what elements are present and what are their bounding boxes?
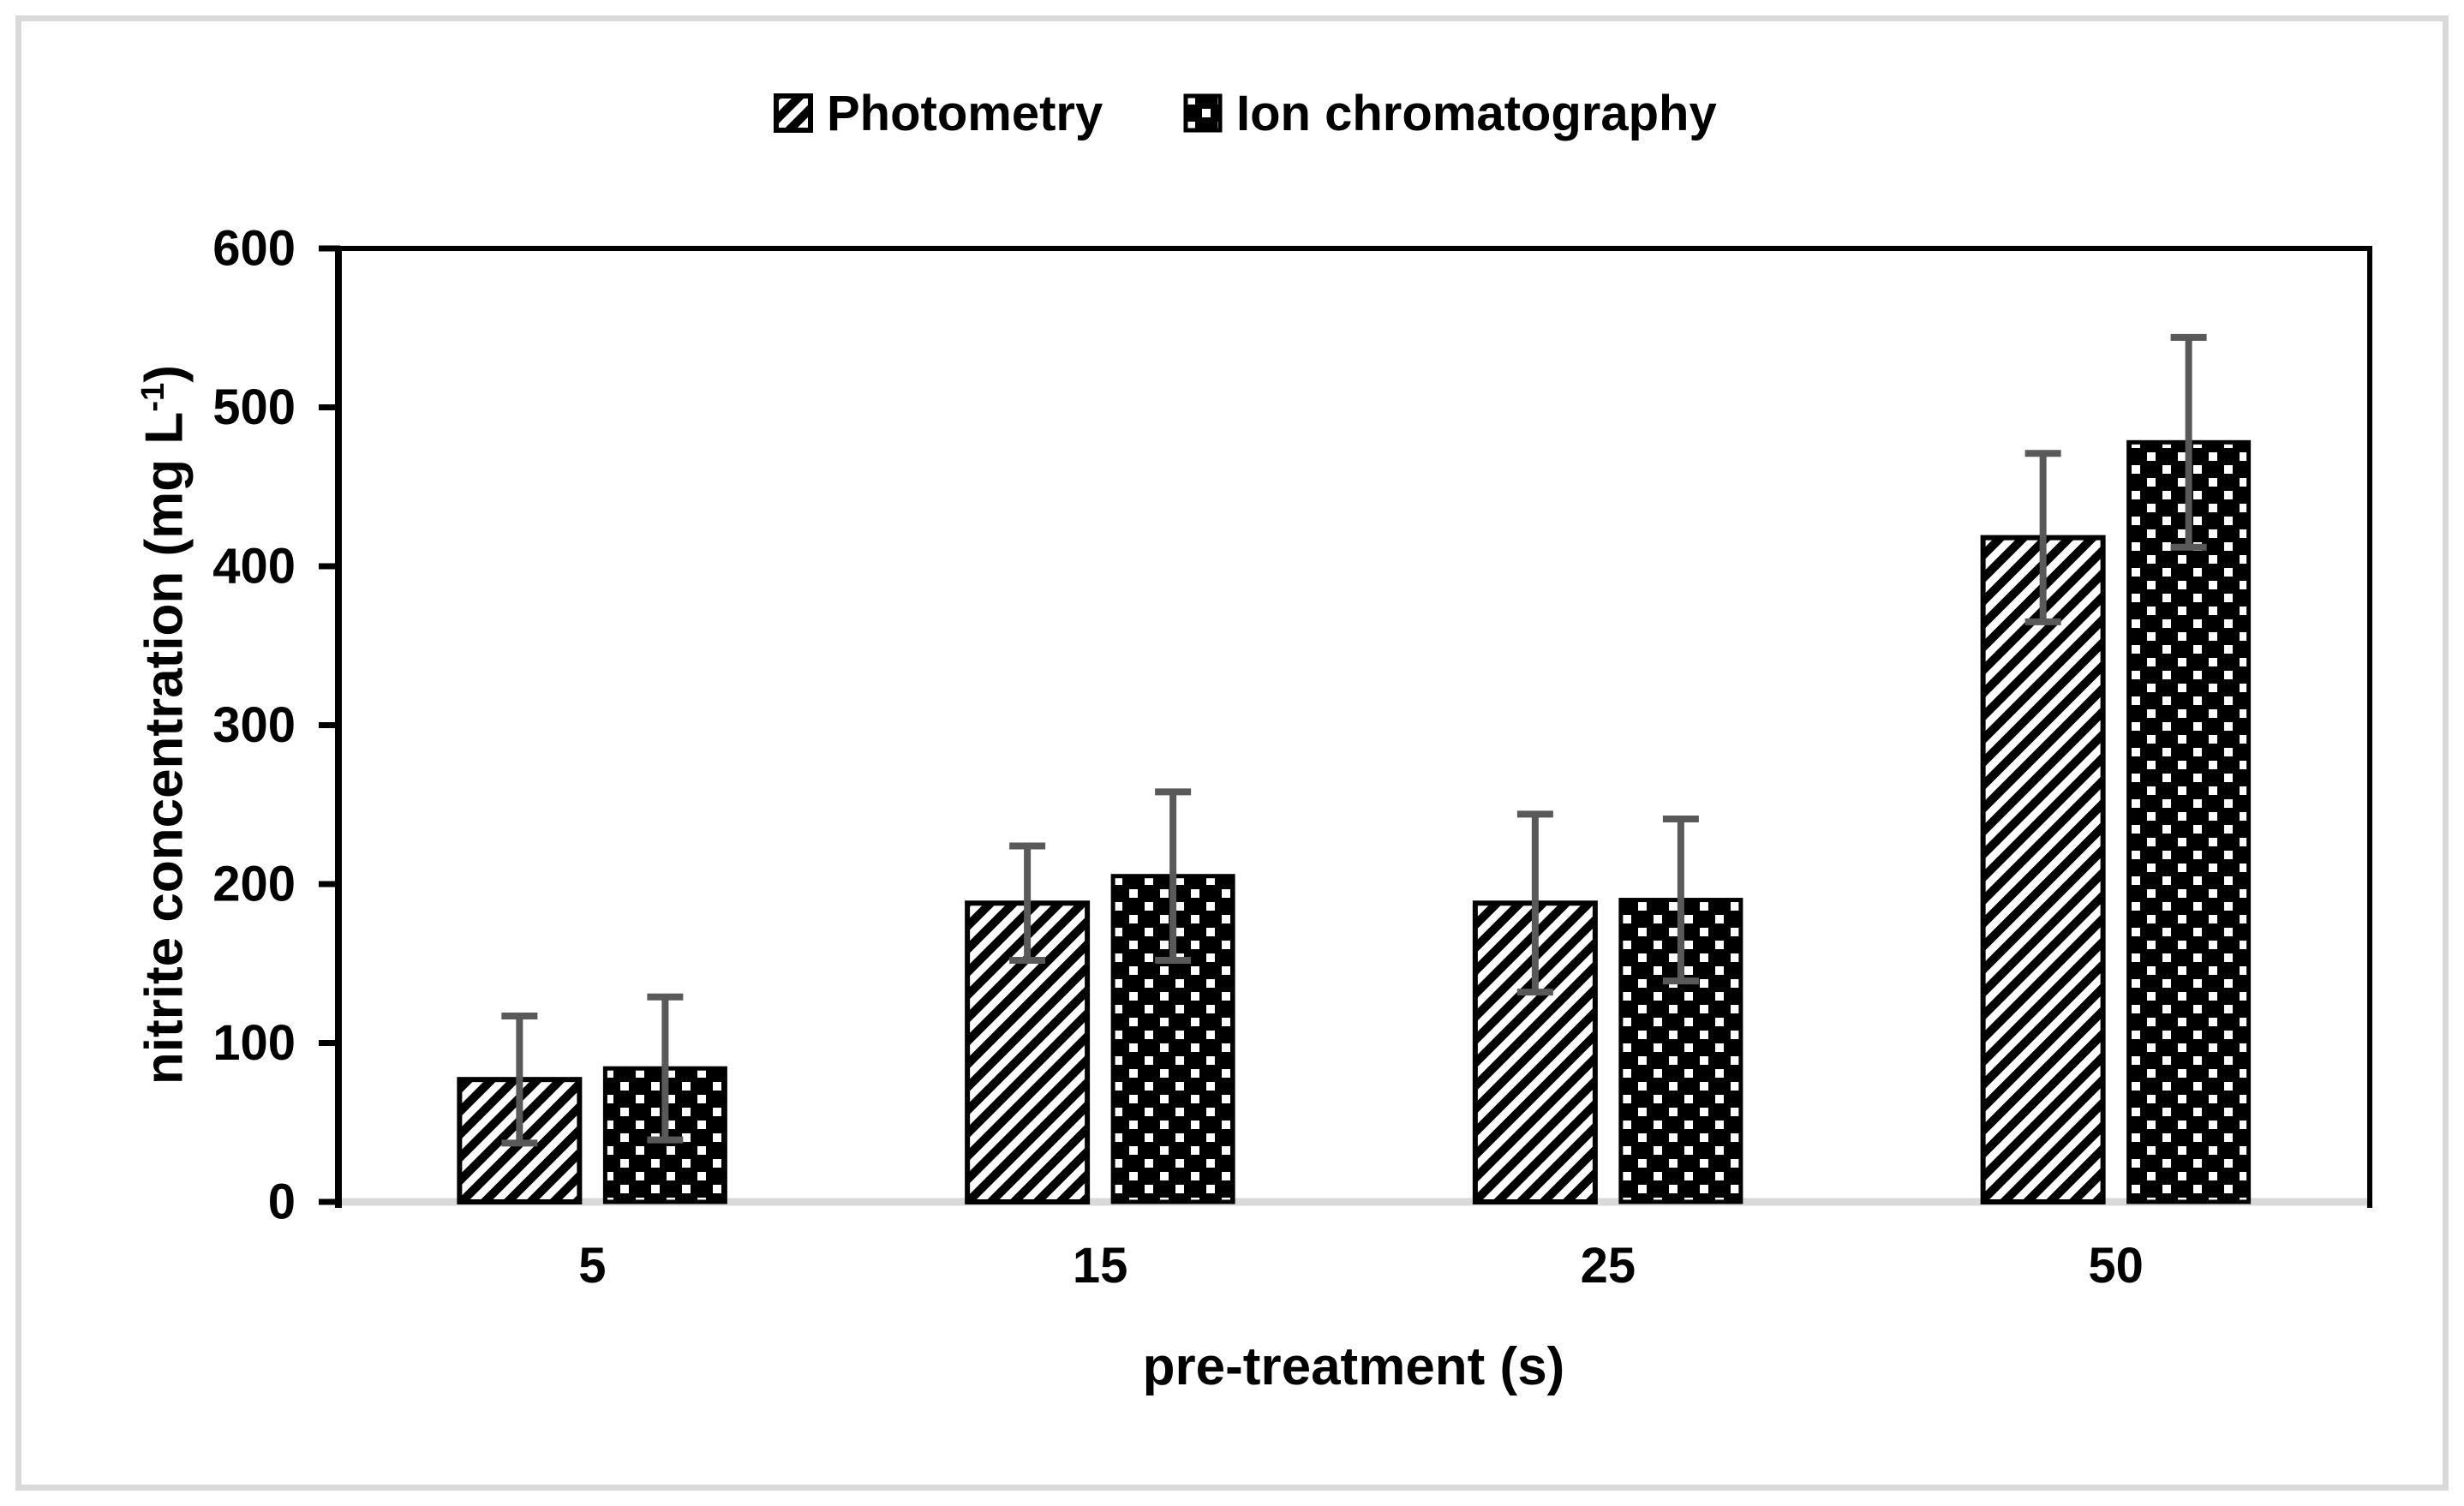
x-category-label: 5 <box>578 1238 606 1294</box>
y-axis-title-suffix: ) <box>135 364 194 383</box>
y-tick-label: 0 <box>268 1174 296 1230</box>
bar-photometry <box>1980 535 2106 1204</box>
y-tick-label: 500 <box>212 379 296 435</box>
y-tick-label: 200 <box>212 857 296 912</box>
bar-ion-chromatography <box>1618 898 1743 1204</box>
y-tick-label: 100 <box>212 1015 296 1071</box>
x-axis-title: pre-treatment (s) <box>1142 1337 1565 1396</box>
x-category-label: 15 <box>1073 1238 1128 1294</box>
bar-ion-chromatography <box>2126 439 2252 1204</box>
legend-item-ion-chromatography: Ion chromatography <box>1183 85 1717 141</box>
y-tick-label: 400 <box>212 539 296 595</box>
diagonal-hatch-swatch-icon <box>774 93 813 133</box>
y-axis-title-text: nitrite concentration (mg L <box>135 411 194 1085</box>
legend-label-photometry: Photometry <box>827 85 1103 141</box>
y-tick-label: 600 <box>212 221 296 277</box>
legend-item-photometry: Photometry <box>774 85 1103 141</box>
dotted-grid-swatch-icon <box>1183 93 1223 133</box>
y-axis-title-superscript: -1 <box>134 382 171 412</box>
y-tick-label: 300 <box>212 697 296 753</box>
y-axis-title: nitrite concentration (mg L-1) <box>135 365 195 1085</box>
x-category-label: 50 <box>2088 1238 2144 1294</box>
legend-label-ion-chromatography: Ion chromatography <box>1236 85 1717 141</box>
x-category-label: 25 <box>1581 1238 1636 1294</box>
